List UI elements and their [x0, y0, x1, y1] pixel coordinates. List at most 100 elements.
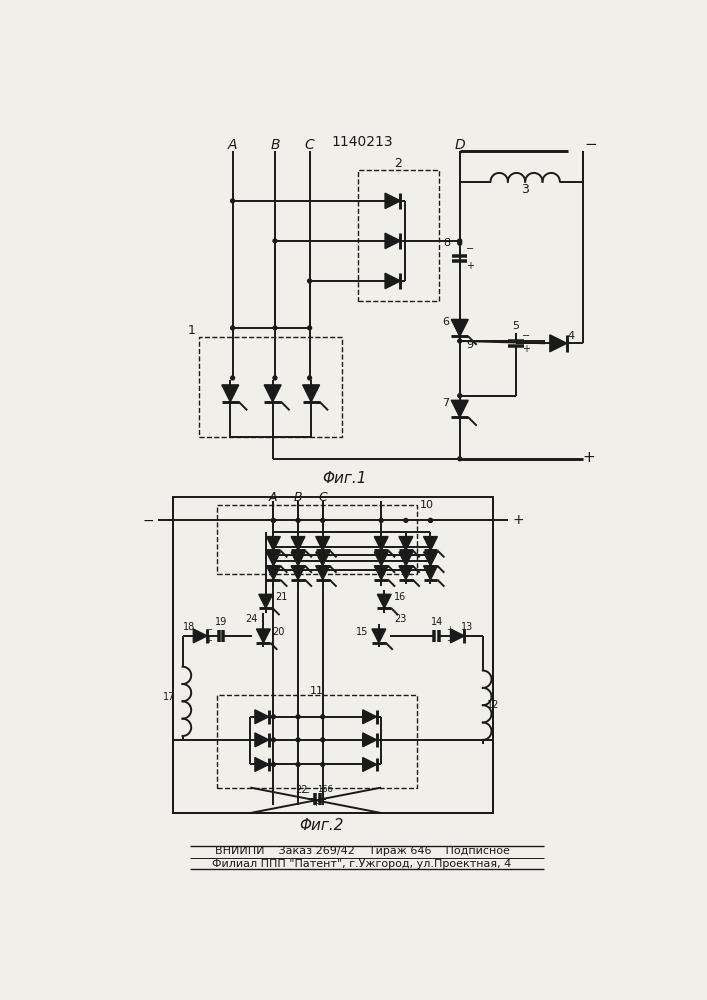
Polygon shape	[316, 566, 329, 580]
Text: +: +	[512, 513, 524, 527]
Text: 24: 24	[245, 614, 258, 624]
Polygon shape	[385, 233, 400, 249]
Text: C: C	[318, 491, 327, 504]
Text: −: −	[466, 244, 474, 254]
Text: 6: 6	[442, 317, 449, 327]
Circle shape	[273, 376, 277, 380]
Polygon shape	[291, 537, 305, 550]
Text: 10: 10	[420, 500, 433, 510]
Polygon shape	[303, 385, 320, 402]
Circle shape	[230, 376, 235, 380]
Text: −: −	[303, 788, 309, 797]
Circle shape	[458, 339, 462, 343]
Text: −: −	[446, 636, 453, 645]
Polygon shape	[385, 273, 400, 289]
Circle shape	[271, 518, 275, 522]
Text: 20: 20	[273, 627, 285, 637]
Text: −: −	[142, 513, 154, 527]
Text: 13: 13	[460, 622, 473, 632]
Circle shape	[271, 715, 275, 719]
Text: Филиал ППП "Патент", г.Ужгород, ул.Проектная, 4: Филиал ППП "Патент", г.Ужгород, ул.Проек…	[212, 859, 512, 869]
Text: D: D	[455, 138, 465, 152]
Polygon shape	[450, 629, 464, 643]
Polygon shape	[255, 710, 269, 724]
Text: 5: 5	[513, 321, 520, 331]
Bar	[217, 505, 417, 574]
Text: 14: 14	[431, 617, 443, 627]
Text: A: A	[269, 491, 278, 504]
Circle shape	[458, 457, 462, 461]
Text: +: +	[312, 799, 319, 808]
Circle shape	[271, 763, 275, 766]
Circle shape	[379, 518, 383, 522]
Text: 9: 9	[466, 340, 473, 350]
Circle shape	[271, 738, 275, 742]
Polygon shape	[267, 566, 281, 580]
Polygon shape	[264, 385, 281, 402]
Circle shape	[458, 394, 462, 398]
Circle shape	[428, 518, 433, 522]
Text: 16: 16	[394, 592, 406, 602]
Circle shape	[458, 241, 462, 245]
Polygon shape	[363, 733, 377, 747]
Circle shape	[271, 518, 275, 522]
Circle shape	[321, 715, 325, 719]
Circle shape	[230, 326, 235, 330]
Polygon shape	[374, 566, 388, 580]
Polygon shape	[423, 566, 438, 580]
Circle shape	[321, 738, 325, 742]
Polygon shape	[267, 552, 281, 566]
Circle shape	[404, 518, 408, 522]
Polygon shape	[372, 629, 386, 643]
Polygon shape	[259, 594, 273, 608]
Circle shape	[458, 239, 462, 243]
Text: 22: 22	[296, 785, 308, 795]
Circle shape	[273, 326, 277, 330]
Text: 1: 1	[188, 324, 196, 337]
Polygon shape	[399, 566, 413, 580]
Text: 18: 18	[183, 622, 196, 632]
Text: 11: 11	[310, 686, 325, 696]
Text: 12: 12	[486, 700, 499, 710]
Text: 4: 4	[567, 331, 574, 341]
Text: 2: 2	[395, 157, 402, 170]
Polygon shape	[399, 537, 413, 550]
Circle shape	[321, 763, 325, 766]
Polygon shape	[316, 552, 329, 566]
Polygon shape	[193, 629, 207, 643]
Text: Φиг.2: Φиг.2	[299, 818, 344, 833]
Circle shape	[308, 326, 312, 330]
Text: B: B	[270, 138, 280, 152]
Polygon shape	[451, 319, 468, 336]
Polygon shape	[291, 566, 305, 580]
Circle shape	[296, 738, 300, 742]
Text: +: +	[522, 344, 530, 354]
Circle shape	[296, 763, 300, 766]
Text: 21: 21	[275, 592, 287, 602]
Circle shape	[308, 376, 312, 380]
Circle shape	[296, 518, 300, 522]
Circle shape	[428, 518, 433, 522]
Text: +: +	[583, 450, 595, 465]
Polygon shape	[423, 537, 438, 550]
Bar	[173, 497, 493, 813]
Polygon shape	[385, 193, 400, 209]
Bar	[217, 695, 417, 788]
Polygon shape	[550, 335, 567, 352]
Text: −: −	[205, 625, 212, 634]
Polygon shape	[423, 552, 438, 566]
Polygon shape	[374, 537, 388, 550]
Text: −: −	[522, 331, 530, 341]
Text: C: C	[305, 138, 315, 152]
Text: 1140213: 1140213	[331, 135, 393, 149]
Polygon shape	[451, 400, 468, 417]
Polygon shape	[255, 758, 269, 771]
Text: 3: 3	[521, 183, 530, 196]
Text: 19: 19	[215, 617, 227, 627]
Polygon shape	[291, 552, 305, 566]
Circle shape	[296, 715, 300, 719]
Text: +: +	[205, 636, 212, 645]
Polygon shape	[267, 537, 281, 550]
Circle shape	[230, 199, 235, 203]
Bar	[358, 170, 439, 301]
